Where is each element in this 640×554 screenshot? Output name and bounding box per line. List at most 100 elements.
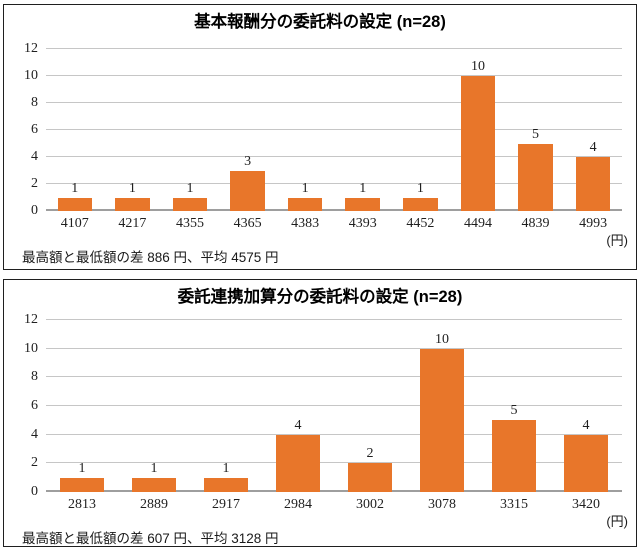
- bar-series: 1 1 1 3 1 1 1 10 5 4: [46, 49, 622, 211]
- bar: [132, 477, 176, 492]
- bar: [403, 197, 438, 211]
- bar-value-label: 4: [294, 417, 302, 433]
- bar: [518, 143, 553, 211]
- x-axis-line: [46, 490, 622, 492]
- gridline: [46, 319, 622, 320]
- bar-slot: 1: [190, 320, 262, 492]
- y-tick-label: 2: [31, 455, 38, 471]
- bar-value-label: 1: [301, 180, 309, 196]
- bar-value-label: 5: [532, 126, 540, 142]
- x-tick-label: 4839: [521, 216, 550, 231]
- bar-value-label: 3: [244, 153, 252, 169]
- gridline: [46, 347, 622, 349]
- bar-slot: 1: [392, 49, 450, 211]
- gridline: [46, 102, 622, 103]
- bar-value-label: 1: [359, 180, 367, 196]
- bar-value-label: 10: [435, 331, 449, 347]
- x-tick-label: 2984: [284, 497, 312, 512]
- y-tick-label: 0: [31, 203, 38, 218]
- bar-value-label: 2: [366, 446, 374, 462]
- bar: [204, 477, 248, 492]
- y-tick-label: 6: [31, 122, 38, 137]
- gridline: [46, 48, 622, 49]
- chart-title-cooperation-fee: 委託連携加算分の委託料の設定 (n=28): [177, 288, 463, 306]
- bar-series: 1 1 1 4 2 10 5 4: [46, 320, 622, 492]
- bar: [172, 197, 208, 211]
- x-axis-labels-basic-fee: 4107 4217 4355 4365 4383 4393 4452 4494 4839 4993: [46, 216, 622, 233]
- x-tick-label: 3420: [572, 497, 600, 512]
- x-tick-label: 3315: [500, 497, 528, 512]
- bar-slot: 1: [104, 49, 162, 211]
- bar: [57, 197, 93, 211]
- gridline: [46, 129, 622, 130]
- x-tick-label: 4452: [406, 216, 435, 231]
- bar-slot: 5: [507, 49, 565, 211]
- bar-value-label: 4: [582, 417, 590, 433]
- bar-value-label: 1: [150, 460, 158, 476]
- chart-panel-basic-fee: 基本報酬分の委託料の設定 (n=28) 0 2 4 6 8 10 12 1 1 1 3 1 1 1 10 5 4…: [3, 4, 637, 270]
- y-tick-label: 12: [24, 41, 38, 56]
- bar-slot: 3: [219, 49, 277, 211]
- y-tick-label: 2: [31, 176, 38, 191]
- bar-slot: 1: [46, 49, 104, 211]
- bar-slot: 1: [334, 49, 392, 211]
- x-tick-label: 4365: [233, 216, 262, 231]
- bar: [345, 197, 381, 211]
- gridline: [46, 156, 622, 157]
- chart-panel-cooperation-fee: 委託連携加算分の委託料の設定 (n=28) 0 2 4 6 8 10 12 1 1 1 4 2 10 5 4…: [3, 279, 637, 547]
- x-tick-label: 3002: [356, 497, 384, 512]
- y-tick-label: 8: [31, 369, 38, 385]
- gridline: [46, 183, 622, 184]
- y-tick-label: 4: [31, 149, 38, 164]
- chart-title-basic-fee: 基本報酬分の委託料の設定 (n=28): [194, 13, 446, 31]
- bar-slot: 1: [118, 320, 190, 492]
- bar-slot: 4: [564, 49, 622, 211]
- x-axis-line: [46, 209, 622, 211]
- gridline: [46, 75, 622, 76]
- axis-unit-label-cooperation-fee: (円): [606, 514, 628, 529]
- gridline: [46, 405, 622, 406]
- bar-slot: 2: [334, 320, 406, 492]
- plot-area-cooperation-fee: 0 2 4 6 8 10 12 1 1 1 4 2 10 5 4: [24, 313, 622, 499]
- x-tick-label: 4355: [175, 216, 204, 231]
- bar-value-label: 1: [186, 180, 194, 196]
- bar-slot: 5: [478, 320, 550, 492]
- gridline: [46, 433, 622, 435]
- bar-slot: 1: [276, 49, 334, 211]
- bar-value-label: 4: [589, 140, 597, 155]
- chart-footnote-cooperation-fee: 最高額と最低額の差 607 円、平均 3128 円: [22, 531, 279, 546]
- x-tick-label: 2917: [212, 497, 240, 512]
- bar-value-label: 5: [510, 403, 518, 419]
- bar-slot: 10: [449, 49, 507, 211]
- x-tick-label: 4993: [579, 216, 608, 231]
- bar-value-label: 1: [416, 180, 424, 196]
- x-axis-labels-cooperation-fee: 2813 2889 2917 2984 3002 3078 3315 3420: [46, 497, 622, 514]
- bar-slot: 1: [161, 49, 219, 211]
- bar: [276, 434, 320, 492]
- y-tick-label: 12: [24, 312, 38, 327]
- bar-slot: 1: [46, 320, 118, 492]
- axis-unit-label-basic-fee: (円): [606, 233, 628, 248]
- x-tick-label: 4217: [118, 216, 147, 231]
- bar-slot: 10: [406, 320, 478, 492]
- y-tick-label: 8: [31, 95, 38, 110]
- plot-area-basic-fee: 0 2 4 6 8 10 12 1 1 1 3 1 1 1 10 5 4: [24, 42, 622, 218]
- y-tick-label: 10: [24, 340, 38, 356]
- x-tick-label: 3078: [428, 497, 456, 512]
- y-tick-label: 6: [31, 398, 38, 413]
- bar: [575, 157, 611, 211]
- x-tick-label: 4393: [348, 216, 377, 231]
- bar: [460, 76, 496, 211]
- bar-slot: 4: [550, 320, 622, 492]
- y-tick-label: 4: [31, 426, 38, 442]
- bar: [287, 197, 323, 211]
- x-tick-label: 2889: [140, 497, 168, 512]
- bar-value-label: 1: [222, 460, 230, 476]
- bar: [348, 463, 392, 492]
- y-tick-label: 10: [24, 68, 38, 83]
- x-tick-label: 2813: [68, 497, 96, 512]
- bar-value-label: 10: [470, 59, 485, 74]
- bar: [60, 477, 104, 492]
- gridline: [46, 376, 622, 378]
